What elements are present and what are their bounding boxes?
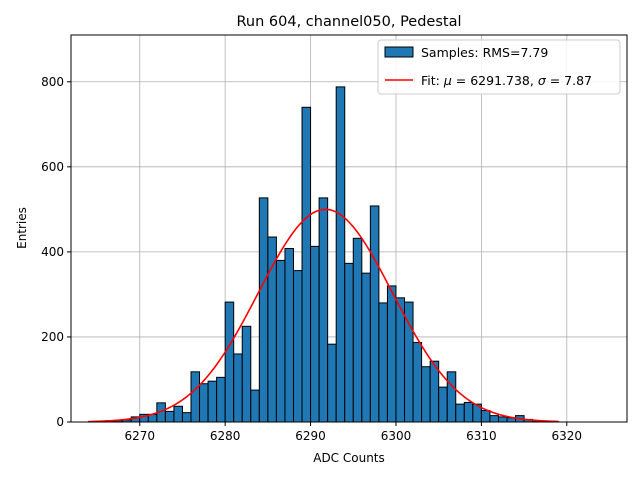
legend-fit-sigma-value: = 7.87 xyxy=(546,73,592,88)
histogram-bar xyxy=(497,416,508,423)
histogram-bar xyxy=(369,205,380,423)
histogram-bar xyxy=(190,371,201,423)
histogram-bar xyxy=(455,403,465,423)
histogram-bar xyxy=(318,197,329,423)
histogram-bar xyxy=(344,262,354,423)
histogram-bar xyxy=(284,247,294,423)
legend-fit-mu-value: = 6291.738, xyxy=(452,73,538,88)
histogram-bar xyxy=(250,389,260,423)
histogram-bar xyxy=(327,343,337,423)
histogram-bar xyxy=(241,325,252,423)
histogram-bar xyxy=(404,301,414,423)
y-tick-label: 0 xyxy=(56,415,64,429)
x-tick-label: 6320 xyxy=(552,429,583,443)
legend-fit-mu-symbol: μ xyxy=(443,73,452,88)
histogram-bar xyxy=(181,412,192,423)
y-tick-label: 800 xyxy=(41,75,64,89)
histogram-bar xyxy=(386,285,397,423)
histogram-bar xyxy=(446,371,457,423)
x-axis-ticks: 6270 6280 6290 6300 6310 6320 xyxy=(124,422,582,443)
histogram-bar xyxy=(275,259,286,423)
x-tick-label: 6280 xyxy=(210,429,241,443)
histogram-bar xyxy=(207,380,218,423)
legend-swatch-histogram xyxy=(384,46,414,58)
histogram-bar xyxy=(301,106,312,423)
x-tick-label: 6290 xyxy=(295,429,326,443)
y-tick-label: 200 xyxy=(41,330,64,344)
y-axis-ticks: 0 200 400 600 800 xyxy=(41,75,71,429)
histogram-bar xyxy=(267,236,277,423)
histogram-bar xyxy=(480,410,491,423)
histogram-bar xyxy=(258,197,269,423)
legend-label-histogram: Samples: RMS=7.79 xyxy=(421,45,548,60)
y-axis-label: Entries xyxy=(15,207,29,249)
histogram-bar xyxy=(352,237,363,423)
x-tick-label: 6300 xyxy=(381,429,412,443)
y-tick-label: 600 xyxy=(41,160,64,174)
plot-frame xyxy=(70,34,628,423)
x-tick-label: 6270 xyxy=(124,429,155,443)
x-axis-label: ADC Counts xyxy=(313,451,385,465)
legend: Samples: RMS=7.79 Fit: μ = 6291.738, σ =… xyxy=(377,39,621,95)
legend-fit-sigma-symbol: σ xyxy=(538,73,547,88)
histogram-bar xyxy=(361,272,371,423)
x-tick-label: 6310 xyxy=(466,429,497,443)
legend-fit-prefix: Fit: xyxy=(421,73,444,88)
chart-title: Run 604, channel050, Pedestal xyxy=(236,14,461,30)
histogram-bar xyxy=(199,383,209,423)
histogram-bar xyxy=(412,341,423,423)
legend-box xyxy=(377,39,621,95)
histogram-bar xyxy=(335,86,346,423)
histogram-bar xyxy=(429,360,440,423)
histogram-bar xyxy=(173,405,183,423)
histogram-bar xyxy=(233,353,243,423)
histogram-bar xyxy=(378,302,388,423)
histogram-bar xyxy=(164,410,175,423)
histogram-bar xyxy=(395,297,406,423)
histogram-bar xyxy=(438,386,448,423)
histogram-bar xyxy=(463,401,474,423)
y-tick-label: 400 xyxy=(41,245,64,259)
histogram-bar xyxy=(310,245,320,423)
histogram-bar xyxy=(421,366,431,423)
legend-label-fit: Fit: μ = 6291.738, σ = 7.87 xyxy=(421,73,592,88)
fit-curve xyxy=(88,208,559,423)
histogram-bar xyxy=(216,376,226,423)
histogram-bar xyxy=(224,301,235,423)
histogram-bar xyxy=(489,415,499,423)
histogram-bar xyxy=(292,270,303,423)
